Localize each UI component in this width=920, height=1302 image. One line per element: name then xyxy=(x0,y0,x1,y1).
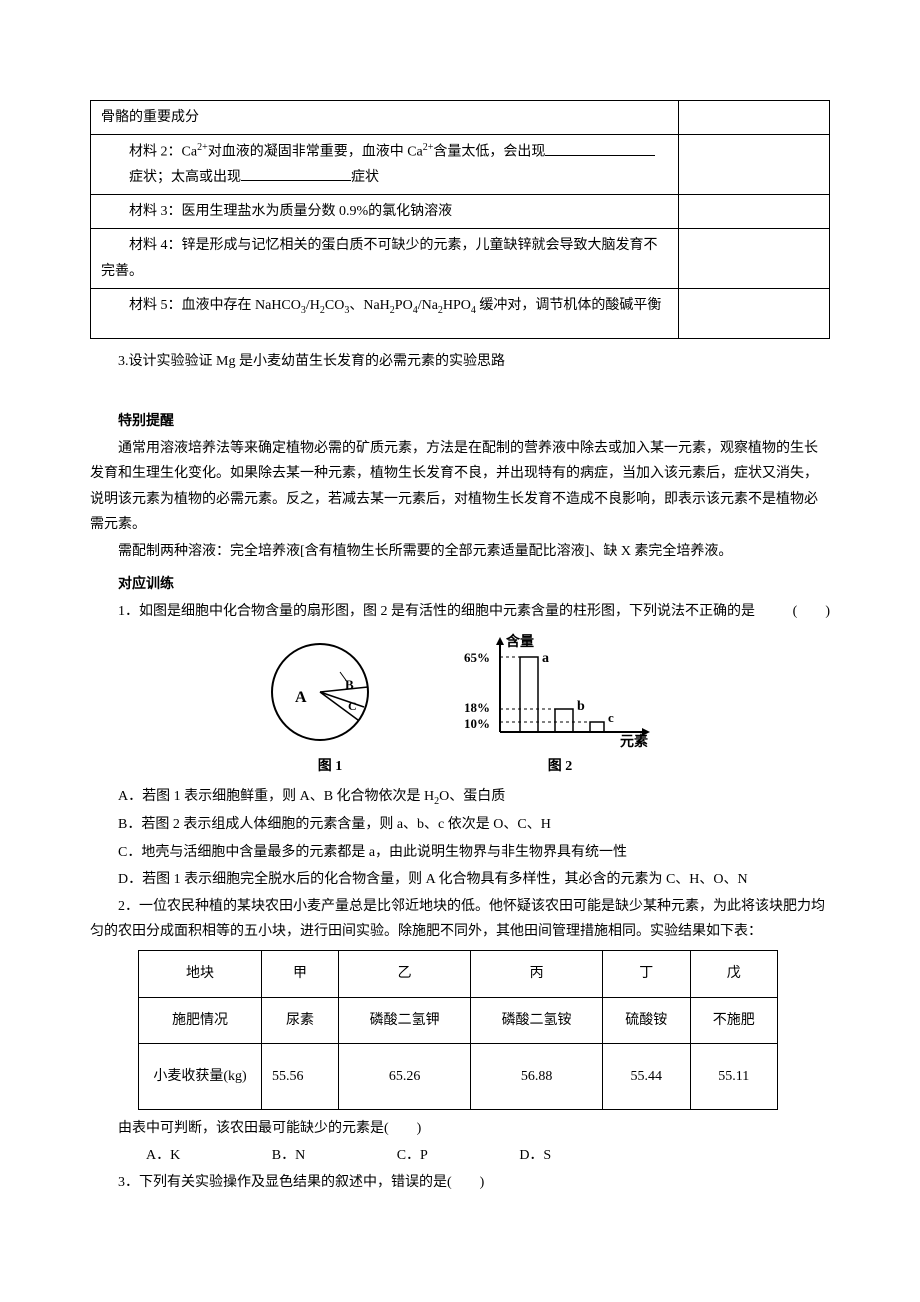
x-label: 元素 xyxy=(620,733,648,750)
r1c0: 施肥情况 xyxy=(139,997,262,1043)
r1c2: 磷酸二氢钾 xyxy=(339,997,471,1043)
r2c3: 56.88 xyxy=(471,1043,603,1109)
q3b-stem: 3．下列有关实验操作及显色结果的叙述中，错误的是( ) xyxy=(90,1170,830,1195)
tick-65: 65% xyxy=(464,650,490,665)
q2-opt-c: C．P xyxy=(369,1143,428,1168)
q1-paren: ( ) xyxy=(765,599,830,624)
bar-a xyxy=(520,657,538,732)
r1c5: 不施肥 xyxy=(690,997,778,1043)
mat-row2-right xyxy=(679,135,830,195)
mat-row2-left: 材料 2：Ca2+对血液的凝固非常重要，血液中 Ca2+含量太低，会出现 症状；… xyxy=(91,135,679,195)
blank-2 xyxy=(241,166,351,181)
q2-opt-a: A．K xyxy=(118,1143,180,1168)
q2-opt-d: D．S xyxy=(491,1143,551,1168)
tick-18: 18% xyxy=(464,700,490,715)
mat2-line2b: 症状 xyxy=(351,170,379,185)
fig1-label: 图 1 xyxy=(318,754,343,779)
pie-line-1 xyxy=(320,687,368,692)
tick-10: 10% xyxy=(464,716,490,731)
q1-opt-b: B．若图 2 表示组成人体细胞的元素含量，则 a、b、c 依次是 O、C、H xyxy=(90,812,830,837)
q1-opt-a: A．若图 1 表示细胞鲜重，则 A、B 化合物依次是 H2O、蛋白质 xyxy=(90,784,830,811)
q2-opt-b: B．N xyxy=(244,1143,305,1168)
mat-row1-right xyxy=(679,101,830,135)
th-5: 戊 xyxy=(690,951,778,997)
mat-row5-right xyxy=(679,288,830,338)
barlabel-a: a xyxy=(542,651,549,666)
sup-2plus-1: 2+ xyxy=(197,142,208,153)
r2c5: 55.11 xyxy=(690,1043,778,1109)
mat2-pre: 材料 2：Ca xyxy=(129,145,197,160)
q1-opt-c: C．地壳与活细胞中含量最多的元素都是 a，由此说明生物界与非生物界具有统一性 xyxy=(90,840,830,865)
th-4: 丁 xyxy=(603,951,690,997)
pie-label-c: C xyxy=(348,699,357,713)
mat-row4-right xyxy=(679,229,830,288)
r1c4: 硫酸铵 xyxy=(603,997,690,1043)
y-label: 含量 xyxy=(506,633,534,650)
barlabel-b: b xyxy=(577,699,585,714)
q1-stem-row: 1．如图是细胞中化合物含量的扇形图，图 2 是有活性的细胞中元素含量的柱形图，下… xyxy=(90,599,830,624)
q1-opt-d: D．若图 1 表示细胞完全脱水后的化合物含量，则 A 化合物具有多样性，其必含的… xyxy=(90,867,830,892)
fig2-label: 图 2 xyxy=(548,754,573,779)
q2-stem: 2．一位农民种植的某块农田小麦产量总是比邻近地块的低。他怀疑该农田可能是缺少某种… xyxy=(90,894,830,944)
tip-title: 特别提醒 xyxy=(90,409,830,434)
train-title: 对应训练 xyxy=(90,572,830,597)
mat3-text: 材料 3：医用生理盐水为质量分数 0.9%的氯化钠溶液 xyxy=(129,204,452,219)
mat2-mid2: 含量太低，会出现 xyxy=(433,145,545,160)
barlabel-c: c xyxy=(608,710,614,725)
bar-c xyxy=(590,722,604,732)
th-1: 甲 xyxy=(262,951,339,997)
figure-1: A B C 图 1 xyxy=(260,632,400,779)
th-2: 乙 xyxy=(339,951,471,997)
th-plot: 地块 xyxy=(139,951,262,997)
mat-row3-right xyxy=(679,195,830,229)
q2-options: A．K B．N C．P D．S xyxy=(90,1143,830,1168)
tip-p1: 通常用溶液培养法等来确定植物必需的矿质元素，方法是在配制的营养液中除去或加入某一… xyxy=(90,436,830,537)
experiment-table: 地块 甲 乙 丙 丁 戊 施肥情况 尿素 磷酸二氢钾 磷酸二氢铵 硫酸铵 不施肥… xyxy=(138,950,778,1110)
figure-row: A B C 图 1 含量 65% 18% 10% 元素 xyxy=(90,632,830,779)
pie-label-b: B xyxy=(345,677,354,692)
mat4-text: 材料 4：锌是形成与记忆相关的蛋白质不可缺少的元素，儿童缺锌就会导致大脑发育不完… xyxy=(101,238,658,278)
mat5-pre: 材料 5：血液中存在 NaHCO xyxy=(129,298,301,313)
sup-2plus-2: 2+ xyxy=(423,142,434,153)
r2c0: 小麦收获量(kg) xyxy=(139,1043,262,1109)
pie-line-3 xyxy=(320,692,364,707)
mat-row5-left: 材料 5：血液中存在 NaHCO3/H2CO3、NaH2PO4/Na2HPO4 … xyxy=(91,288,679,338)
q1-stem: 1．如图是细胞中化合物含量的扇形图，图 2 是有活性的细胞中元素含量的柱形图，下… xyxy=(118,604,755,619)
r1c1: 尿素 xyxy=(262,997,339,1043)
q2-conclusion: 由表中可判断，该农田最可能缺少的元素是( ) xyxy=(90,1116,830,1141)
th-3: 丙 xyxy=(471,951,603,997)
r2c4: 55.44 xyxy=(603,1043,690,1109)
material-table: 骨骼的重要成分 材料 2：Ca2+对血液的凝固非常重要，血液中 Ca2+含量太低… xyxy=(90,100,830,339)
r1c3: 磷酸二氢铵 xyxy=(471,997,603,1043)
bar-b xyxy=(555,709,573,732)
r2c1: 55.56 xyxy=(262,1043,339,1109)
mat2-mid1: 对血液的凝固非常重要，血液中 Ca xyxy=(208,145,423,160)
tip-p2: 需配制两种溶液：完全培养液[含有植物生长所需要的全部元素适量配比溶液]、缺 X … xyxy=(90,539,830,564)
mat-row1-left: 骨骼的重要成分 xyxy=(91,101,679,135)
pie-label-a: A xyxy=(295,689,307,706)
r2c2: 65.26 xyxy=(339,1043,471,1109)
mat-row4-left: 材料 4：锌是形成与记忆相关的蛋白质不可缺少的元素，儿童缺锌就会导致大脑发育不完… xyxy=(91,229,679,288)
y-arrow xyxy=(496,637,504,645)
mat2-line2a: 症状；太高或出现 xyxy=(129,170,241,185)
pie-chart-svg: A B C xyxy=(260,632,400,752)
figure-2: 含量 65% 18% 10% 元素 a b c 图 2 xyxy=(460,632,660,779)
q3-design: 3.设计实验验证 Mg 是小麦幼苗生长发育的必需元素的实验思路 xyxy=(90,349,830,374)
mat-row3-left: 材料 3：医用生理盐水为质量分数 0.9%的氯化钠溶液 xyxy=(91,195,679,229)
blank-1 xyxy=(545,141,655,156)
bar-chart-svg: 含量 65% 18% 10% 元素 a b c xyxy=(460,632,660,752)
mat1-text: 骨骼的重要成分 xyxy=(101,110,199,125)
